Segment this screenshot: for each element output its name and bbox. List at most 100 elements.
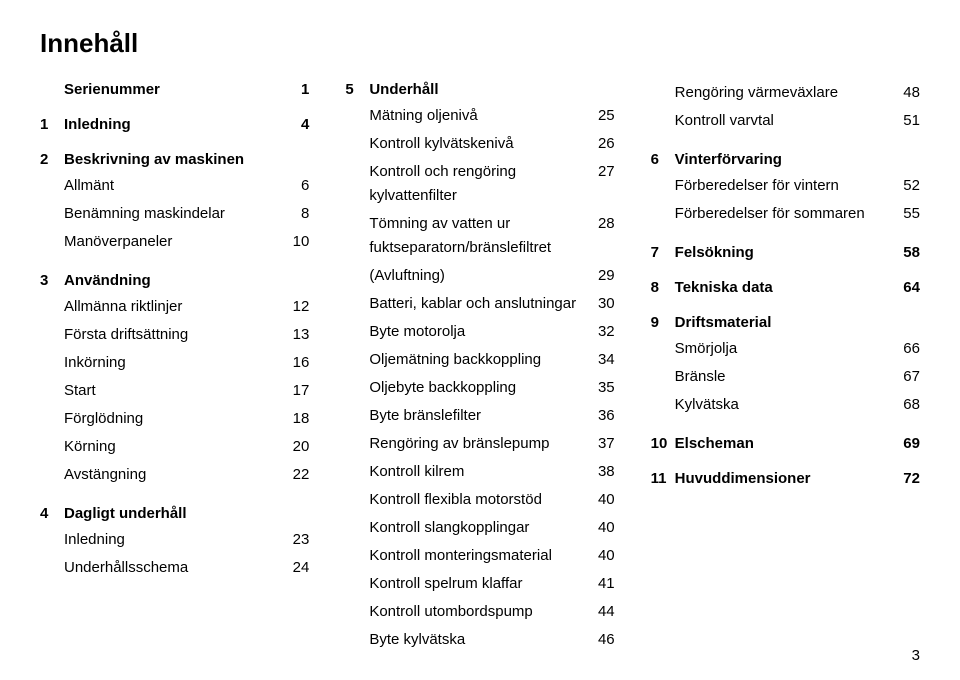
item-page: 40 bbox=[587, 488, 615, 512]
toc-item: Underhållsschema24 bbox=[64, 556, 309, 580]
item-page: 32 bbox=[587, 320, 615, 344]
item-name: Inkörning bbox=[64, 351, 281, 375]
section-number: 11 bbox=[651, 470, 675, 487]
toc-item: Batteri, kablar och anslutningar30 bbox=[369, 292, 614, 316]
item-page: 22 bbox=[281, 463, 309, 487]
toc-section-5: 5 Underhåll bbox=[345, 81, 614, 98]
item-name: Förberedelser för sommaren bbox=[675, 202, 892, 226]
toc-section-6: 6 Vinterförvaring bbox=[651, 151, 920, 168]
item-page: 68 bbox=[892, 393, 920, 417]
toc-item: Rengöring av bränslepump37 bbox=[369, 432, 614, 456]
toc-item: Manöverpaneler10 bbox=[64, 230, 309, 254]
section-number: 6 bbox=[651, 151, 675, 168]
toc-item: Kontroll kylvätskenivå26 bbox=[369, 132, 614, 156]
item-page: 20 bbox=[281, 435, 309, 459]
toc-item: Kontroll och rengöring kylvattenfilter27 bbox=[369, 160, 614, 208]
section-number: 7 bbox=[651, 244, 675, 261]
section-page: 58 bbox=[892, 244, 920, 261]
toc-item: Byte bränslefilter36 bbox=[369, 404, 614, 428]
item-name: Kontroll varvtal bbox=[675, 109, 892, 133]
section-number: 3 bbox=[40, 272, 64, 289]
toc-section-11: 11 Huvuddimensioner 72 bbox=[651, 470, 920, 487]
item-name: Förglödning bbox=[64, 407, 281, 431]
item-page: 52 bbox=[892, 174, 920, 198]
section-name: Huvuddimensioner bbox=[675, 470, 892, 487]
item-name: Rengöring av bränslepump bbox=[369, 432, 586, 456]
toc-item: Start17 bbox=[64, 379, 309, 403]
item-name: Förberedelser för vintern bbox=[675, 174, 892, 198]
item-page: 44 bbox=[587, 600, 615, 624]
item-page: 66 bbox=[892, 337, 920, 361]
section-page: 69 bbox=[892, 435, 920, 452]
section-name: Elscheman bbox=[675, 435, 892, 452]
item-name: Kontroll och rengöring kylvattenfilter bbox=[369, 160, 586, 208]
toc-item: Inledning23 bbox=[64, 528, 309, 552]
item-name: Kontroll kilrem bbox=[369, 460, 586, 484]
toc-item: Allmänt6 bbox=[64, 174, 309, 198]
item-page: 37 bbox=[587, 432, 615, 456]
item-page: 24 bbox=[281, 556, 309, 580]
toc-item: Smörjolja66 bbox=[675, 337, 920, 361]
item-name: Inledning bbox=[64, 528, 281, 552]
toc-section-8: 8 Tekniska data 64 bbox=[651, 279, 920, 296]
toc-item: Bränsle67 bbox=[675, 365, 920, 389]
toc-item: Kontroll varvtal51 bbox=[675, 109, 920, 133]
toc-item: Tömning av vatten ur fuktseparatorn/brän… bbox=[369, 212, 614, 260]
toc-item: Kontroll flexibla motorstöd40 bbox=[369, 488, 614, 512]
item-page: 30 bbox=[587, 292, 615, 316]
toc-item: Mätning oljenivå25 bbox=[369, 104, 614, 128]
item-name: Mätning oljenivå bbox=[369, 104, 586, 128]
toc-item: Förberedelser för sommaren55 bbox=[675, 202, 920, 226]
item-name: Kontroll kylvätskenivå bbox=[369, 132, 586, 156]
section-page bbox=[281, 151, 309, 168]
toc-item: Förglödning18 bbox=[64, 407, 309, 431]
item-page: 26 bbox=[587, 132, 615, 156]
section-name: Användning bbox=[64, 272, 281, 289]
item-name: Start bbox=[64, 379, 281, 403]
item-name: Byte kylvätska bbox=[369, 628, 586, 652]
toc-section-9: 9 Driftsmaterial bbox=[651, 314, 920, 331]
section-name: Underhåll bbox=[369, 81, 586, 98]
toc-section-3: 3 Användning bbox=[40, 272, 309, 289]
section-number: 8 bbox=[651, 279, 675, 296]
section-page bbox=[892, 314, 920, 331]
item-page: 46 bbox=[587, 628, 615, 652]
section-name: Vinterförvaring bbox=[675, 151, 892, 168]
toc-col-2: 5 Underhåll Mätning oljenivå25 Kontroll … bbox=[345, 81, 614, 656]
item-name: Kontroll flexibla motorstöd bbox=[369, 488, 586, 512]
section-name: Driftsmaterial bbox=[675, 314, 892, 331]
toc-item: Kontroll slangkopplingar40 bbox=[369, 516, 614, 540]
section-page bbox=[281, 272, 309, 289]
toc-item: Kontroll monteringsmaterial40 bbox=[369, 544, 614, 568]
item-page: 41 bbox=[587, 572, 615, 596]
item-page: 55 bbox=[892, 202, 920, 226]
section-page bbox=[892, 151, 920, 168]
item-name: Tömning av vatten ur fuktseparatorn/brän… bbox=[369, 212, 586, 260]
page-title: Innehåll bbox=[40, 28, 920, 59]
item-name: Benämning maskindelar bbox=[64, 202, 281, 226]
item-page: 6 bbox=[281, 174, 309, 198]
section-name: Tekniska data bbox=[675, 279, 892, 296]
toc-item: Benämning maskindelar8 bbox=[64, 202, 309, 226]
item-page: 13 bbox=[281, 323, 309, 347]
item-page: 18 bbox=[281, 407, 309, 431]
section-page bbox=[587, 81, 615, 98]
item-page: 27 bbox=[587, 160, 615, 208]
item-name: Kontroll monteringsmaterial bbox=[369, 544, 586, 568]
item-page: 40 bbox=[587, 516, 615, 540]
item-page: 29 bbox=[587, 264, 615, 288]
toc-section-4: 4 Dagligt underhåll bbox=[40, 505, 309, 522]
section-number: 1 bbox=[40, 116, 64, 133]
item-page: 28 bbox=[587, 212, 615, 260]
toc-col-3: Rengöring värmeväxlare48 Kontroll varvta… bbox=[651, 81, 920, 656]
item-name: Oljemätning backkoppling bbox=[369, 348, 586, 372]
item-name: Bränsle bbox=[675, 365, 892, 389]
item-name: Kontroll utombordspump bbox=[369, 600, 586, 624]
item-name: Smörjolja bbox=[675, 337, 892, 361]
section-name: Dagligt underhåll bbox=[64, 505, 281, 522]
section-name: Beskrivning av maskinen bbox=[64, 151, 281, 168]
item-name: Rengöring värmeväxlare bbox=[675, 81, 892, 105]
section-name: Inledning bbox=[64, 116, 281, 133]
toc-section-7: 7 Felsökning 58 bbox=[651, 244, 920, 261]
toc-item: Förberedelser för vintern52 bbox=[675, 174, 920, 198]
